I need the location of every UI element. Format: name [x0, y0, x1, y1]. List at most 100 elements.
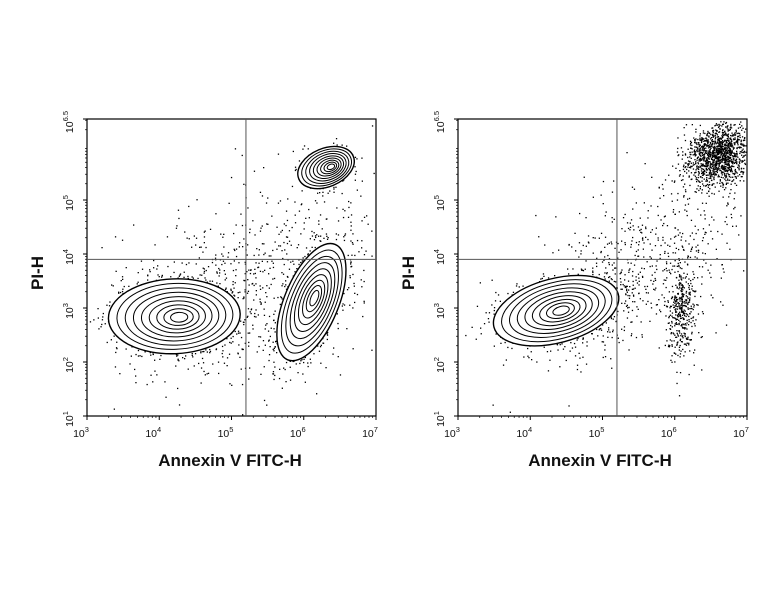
event-dot: [167, 266, 168, 267]
event-dot: [577, 339, 578, 340]
event-dot: [267, 224, 268, 225]
event-dot: [266, 202, 267, 203]
event-dot: [118, 293, 119, 294]
event-dot: [283, 274, 284, 275]
event-dot: [208, 373, 209, 374]
event-dot: [152, 353, 153, 354]
event-dot: [273, 371, 274, 372]
event-dot: [327, 339, 328, 340]
event-dot: [238, 297, 239, 298]
event-dot: [492, 280, 493, 281]
event-dot: [622, 289, 623, 290]
event-dot: [273, 328, 274, 329]
event-dot: [480, 328, 481, 329]
event-dot: [249, 367, 250, 368]
event-dot: [178, 218, 179, 219]
event-dot: [178, 210, 179, 211]
event-dot: [332, 354, 333, 355]
event-dot: [342, 305, 343, 306]
event-dot: [212, 262, 213, 263]
event-dot: [233, 281, 234, 282]
event-dot: [494, 307, 495, 308]
event-dot: [284, 223, 285, 224]
event-dot: [93, 319, 94, 320]
event-dot: [232, 284, 233, 285]
event-dot: [276, 227, 277, 228]
event-dot: [310, 359, 311, 360]
event-dot: [247, 207, 248, 208]
event-dot: [173, 272, 174, 273]
event-dot: [264, 270, 265, 271]
event-dot: [327, 333, 328, 334]
event-dot: [275, 331, 276, 332]
event-dot: [275, 241, 276, 242]
event-dot: [312, 235, 313, 236]
event-dot: [209, 281, 210, 282]
event-dot: [224, 344, 225, 345]
event-dot: [326, 218, 327, 219]
event-dot: [229, 342, 230, 343]
event-dot: [371, 350, 372, 351]
event-dot: [147, 384, 148, 385]
event-dot: [183, 277, 184, 278]
event-dot: [160, 355, 161, 356]
event-dot: [120, 292, 121, 293]
event-dot: [260, 228, 261, 229]
event-dot: [523, 356, 524, 357]
event-dot: [315, 235, 316, 236]
event-dot: [315, 200, 316, 201]
event-dot: [304, 145, 305, 146]
event-dot: [336, 207, 337, 208]
event-dot: [238, 344, 239, 345]
event-dot: [353, 348, 354, 349]
event-dot: [133, 224, 134, 225]
event-dot: [297, 247, 298, 248]
event-dot: [363, 270, 364, 271]
event-dot: [273, 362, 274, 363]
event-dot: [364, 302, 365, 303]
event-dot: [274, 278, 275, 279]
event-dot: [249, 332, 250, 333]
event-dot: [297, 372, 298, 373]
event-dot: [199, 257, 200, 258]
event-dot: [233, 288, 234, 289]
event-dot: [235, 148, 236, 149]
event-dot: [286, 362, 287, 363]
event-dot: [268, 340, 269, 341]
event-dot: [620, 284, 621, 285]
event-dot: [150, 271, 151, 272]
event-dot: [260, 271, 261, 272]
event-dot: [109, 301, 110, 302]
event-dot: [216, 282, 217, 283]
event-dot: [205, 349, 206, 350]
event-dot: [208, 266, 209, 267]
event-dot: [196, 238, 197, 239]
event-dot: [229, 354, 230, 355]
event-dot: [543, 276, 544, 277]
event-dot: [613, 319, 614, 320]
event-dot: [351, 225, 352, 226]
event-dot: [283, 242, 284, 243]
event-dot: [586, 341, 587, 342]
event-dot: [304, 228, 305, 229]
event-dot: [279, 369, 280, 370]
event-dot: [265, 345, 266, 346]
event-dot: [278, 245, 279, 246]
event-dot: [308, 366, 309, 367]
event-dot: [336, 138, 337, 139]
event-dot: [354, 293, 355, 294]
event-dot: [256, 294, 257, 295]
event-dot: [344, 304, 345, 305]
event-dot: [254, 285, 255, 286]
event-dot: [604, 272, 605, 273]
event-dot: [320, 214, 321, 215]
event-dot: [218, 362, 219, 363]
event-dot: [274, 348, 275, 349]
event-dot: [252, 220, 253, 221]
event-dot: [262, 271, 263, 272]
event-dot: [225, 289, 226, 290]
event-dot: [352, 233, 353, 234]
event-dot: [170, 276, 171, 277]
event-dot: [472, 327, 473, 328]
event-dot: [239, 246, 240, 247]
